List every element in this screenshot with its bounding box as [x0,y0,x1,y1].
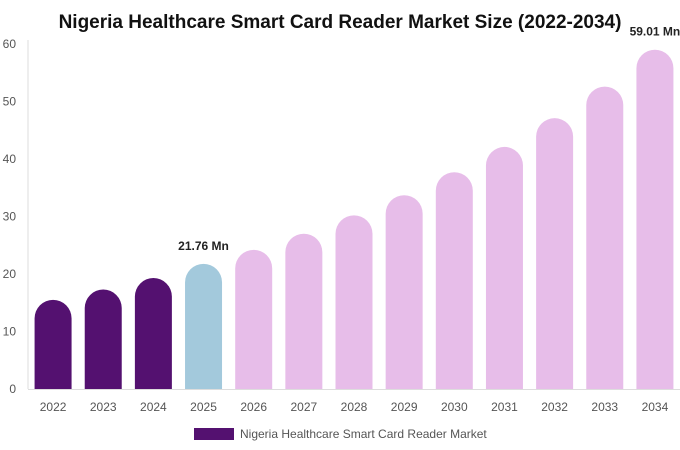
bar-2026[interactable] [235,249,273,389]
legend-label: Nigeria Healthcare Smart Card Reader Mar… [240,427,487,441]
x-tick-label: 2027 [290,400,317,414]
x-tick-label: 2024 [140,400,167,414]
x-tick-label: 2029 [391,400,418,414]
x-tick-label: 2023 [90,400,117,414]
x-tick-label: 2028 [341,400,368,414]
y-tick-label: 30 [3,210,17,224]
y-tick-label: 40 [3,152,17,166]
bar-2029[interactable] [385,195,423,389]
y-tick-label: 0 [9,382,16,396]
data-label: 59.01 Mn [630,25,680,39]
bar-2025[interactable] [185,263,223,389]
data-labels: 21.76 Mn 59.01 Mn [178,25,680,253]
legend[interactable]: Nigeria Healthcare Smart Card Reader Mar… [194,427,487,441]
x-tick-label: 2033 [591,400,618,414]
bars [34,49,674,389]
bar-2023[interactable] [84,289,122,389]
data-label: 21.76 Mn [178,239,229,253]
bar-2027[interactable] [285,233,323,389]
bar-2028[interactable] [335,215,373,389]
y-axis: 0 10 20 30 40 50 60 [3,37,29,396]
y-tick-label: 20 [3,267,17,281]
bar-2032[interactable] [536,118,574,389]
bar-2024[interactable] [134,278,172,389]
bar-2031[interactable] [485,146,523,389]
y-tick-label: 60 [3,37,17,51]
y-tick-label: 10 [3,325,17,339]
x-tick-label: 2026 [240,400,267,414]
x-axis: 2022 2023 2024 2025 2026 2027 2028 2029 2030 2031… [28,389,680,414]
bar-2022[interactable] [34,299,72,389]
x-tick-label: 2030 [441,400,468,414]
bar-2033[interactable] [586,86,624,389]
chart-title: Nigeria Healthcare Smart Card Reader Mar… [59,12,622,33]
x-tick-label: 2034 [642,400,669,414]
x-tick-label: 2031 [491,400,518,414]
x-tick-label: 2032 [541,400,568,414]
legend-swatch [194,428,234,440]
bar-2034[interactable] [636,49,674,389]
x-tick-label: 2022 [40,400,67,414]
bar-2030[interactable] [435,172,473,389]
x-tick-label: 2025 [190,400,217,414]
y-tick-label: 50 [3,95,17,109]
